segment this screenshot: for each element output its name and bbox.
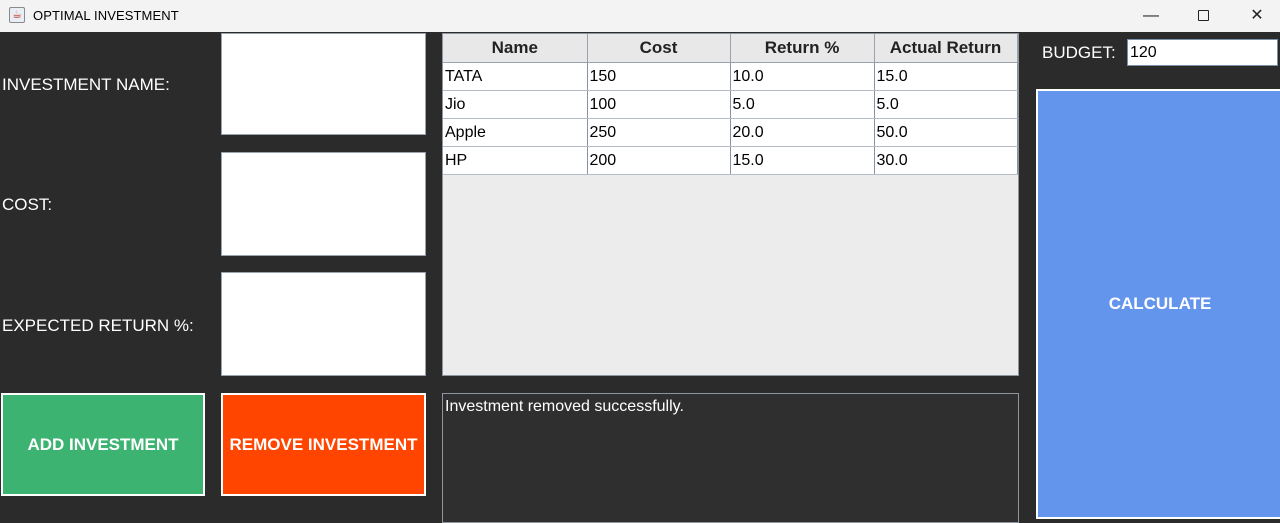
status-message: Investment removed successfully. [445, 398, 684, 415]
table-row[interactable]: Apple 250 20.0 50.0 [443, 118, 1018, 147]
close-icon: ✕ [1250, 7, 1264, 24]
cell-actual-return[interactable]: 15.0 [874, 62, 1018, 91]
message-output-area[interactable]: Investment removed successfully. [442, 393, 1019, 523]
cell-actual-return[interactable]: 30.0 [874, 146, 1018, 175]
column-header-actual-return[interactable]: Actual Return [874, 34, 1018, 63]
cell-return-percent[interactable]: 10.0 [730, 62, 875, 91]
cell-name[interactable]: TATA [443, 62, 588, 91]
expected-return-input[interactable] [221, 272, 426, 376]
cell-cost[interactable]: 100 [587, 90, 731, 119]
close-button[interactable]: ✕ [1234, 0, 1280, 32]
budget-label: BUDGET: [1042, 43, 1116, 62]
cell-return-percent[interactable]: 5.0 [730, 90, 875, 119]
remove-investment-button[interactable]: REMOVE INVESTMENT [221, 393, 426, 496]
minimize-icon: — [1143, 7, 1159, 24]
budget-input[interactable] [1127, 39, 1278, 66]
cost-input[interactable] [221, 152, 426, 256]
investment-name-label: INVESTMENT NAME: [2, 75, 170, 94]
cell-name[interactable]: Apple [443, 118, 588, 147]
window-title: OPTIMAL INVESTMENT [33, 8, 179, 23]
calculate-button[interactable]: CALCULATE [1036, 89, 1280, 519]
column-header-cost[interactable]: Cost [587, 34, 731, 63]
table-row[interactable]: Jio 100 5.0 5.0 [443, 90, 1018, 119]
maximize-icon [1197, 10, 1209, 22]
cell-actual-return[interactable]: 50.0 [874, 118, 1018, 147]
java-cup-icon: ☕ [9, 7, 25, 23]
column-header-return-percent[interactable]: Return % [730, 34, 875, 63]
title-bar: ☕ OPTIMAL INVESTMENT — ✕ [0, 0, 1280, 32]
investments-table[interactable]: Name Cost Return % Actual Return TATA 15… [442, 33, 1019, 376]
column-header-name[interactable]: Name [443, 34, 588, 63]
expected-return-label: EXPECTED RETURN %: [2, 316, 194, 335]
investment-name-input[interactable] [221, 33, 426, 135]
minimize-button[interactable]: — [1128, 0, 1174, 32]
cell-name[interactable]: Jio [443, 90, 588, 119]
add-investment-button[interactable]: ADD INVESTMENT [1, 393, 205, 496]
cell-return-percent[interactable]: 15.0 [730, 146, 875, 175]
cell-cost[interactable]: 200 [587, 146, 731, 175]
cost-label: COST: [2, 195, 53, 214]
table-header-row: Name Cost Return % Actual Return [443, 34, 1018, 63]
maximize-button[interactable] [1180, 0, 1226, 32]
table-row[interactable]: TATA 150 10.0 15.0 [443, 62, 1018, 91]
cell-return-percent[interactable]: 20.0 [730, 118, 875, 147]
cell-name[interactable]: HP [443, 146, 588, 175]
cell-actual-return[interactable]: 5.0 [874, 90, 1018, 119]
cell-cost[interactable]: 250 [587, 118, 731, 147]
table-row[interactable]: HP 200 15.0 30.0 [443, 146, 1018, 175]
cell-cost[interactable]: 150 [587, 62, 731, 91]
